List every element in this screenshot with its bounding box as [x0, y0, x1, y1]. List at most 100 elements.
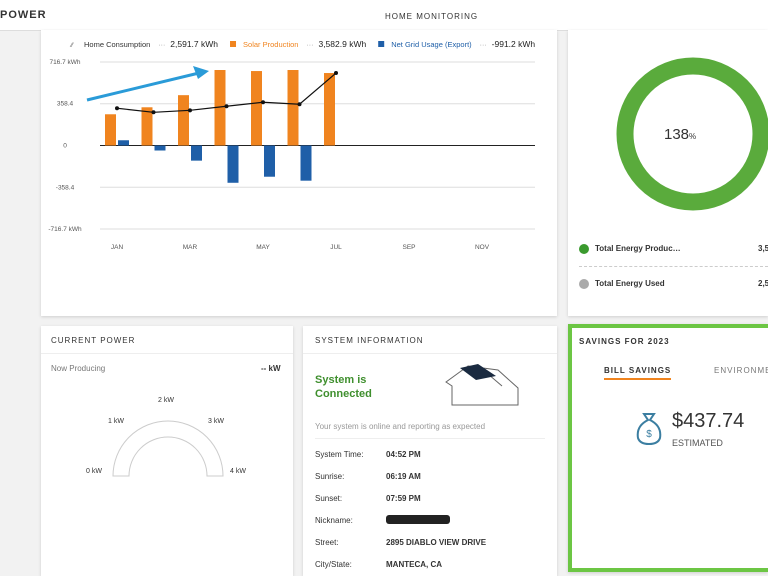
amount: $437.74 — [672, 410, 745, 432]
y-tick-label: 0 — [63, 143, 67, 150]
panel-title: SAVINGS FOR 2023 — [579, 337, 670, 346]
divider — [41, 353, 293, 354]
legend-name[interactable]: Net Grid Usage (Export) — [391, 40, 472, 49]
point — [224, 104, 229, 109]
page-title: HOME MONITORING — [385, 12, 479, 21]
x-tick-label: MAR — [183, 244, 198, 251]
bar — [287, 70, 299, 146]
bar — [178, 95, 189, 146]
savings-panel: SAVINGS FOR 2023 BILL SAVINGS ENVIRONME … — [568, 324, 768, 572]
amount-label: ESTIMATED — [672, 438, 723, 448]
x-tick-label: NOV — [475, 244, 490, 251]
bar — [251, 71, 262, 146]
info-label: Sunset: — [315, 494, 343, 503]
donut-unit: % — [689, 132, 697, 141]
info-label: Street: — [315, 538, 339, 547]
bar — [227, 145, 239, 183]
donut-panel: 138% Total Energy Produc… 3,5 Total Ener… — [568, 30, 768, 316]
chart: 716.7 kWh 358.4 0 -358.4 -716.7 kWh JAN MAR MAY… — [48, 39, 536, 251]
x-tick-label: SEP — [402, 244, 415, 251]
annotation-arrowhead — [193, 66, 209, 79]
y-tick-label: -358.4 — [56, 184, 75, 191]
chart-panel: 716.7 kWh 358.4 0 -358.4 -716.7 kWh JAN MAR MAY… — [41, 30, 557, 316]
legend-total: 3,582.9 kWh — [318, 39, 366, 49]
point — [151, 110, 156, 115]
system-info-panel: SYSTEM INFORMATION System is Connected Y… — [303, 326, 557, 576]
donut-value: 138 — [664, 126, 690, 143]
label: Now Producing — [51, 364, 106, 373]
value: -- kW — [261, 364, 281, 373]
info-label: System Time: — [315, 450, 364, 459]
legend-dot — [579, 279, 589, 289]
point — [334, 71, 338, 76]
legend-dots: ··· — [480, 42, 487, 49]
divider — [303, 353, 557, 354]
item-label: Total Energy Used — [595, 279, 665, 288]
point — [115, 106, 119, 111]
bar — [141, 107, 153, 146]
current-power-panel: CURRENT POWER Now Producing -- kW 0 kW 1… — [41, 326, 293, 576]
gauge-label: 3 kW — [208, 418, 224, 425]
bar — [118, 140, 129, 146]
info-label: Nickname: — [315, 516, 353, 525]
tab[interactable]: BILL SAVINGS — [604, 366, 672, 380]
money-bag-icon: $ — [636, 413, 662, 446]
bar — [214, 70, 226, 146]
bar — [324, 73, 335, 146]
y-tick-label: -716.7 kWh — [48, 226, 82, 233]
legend-name[interactable]: Solar Production — [243, 40, 298, 49]
gauge-arc — [112, 420, 224, 477]
bar — [300, 145, 312, 181]
redacted — [386, 515, 450, 524]
header: POWER HOME MONITORING — [0, 0, 768, 31]
point — [297, 102, 302, 107]
gauge-label: 2 kW — [158, 397, 174, 404]
legend-icon: ⁄⁄ — [69, 43, 74, 49]
info-value: 07:59 PM — [386, 494, 421, 503]
info-label: City/State: — [315, 560, 352, 569]
panel-title: CURRENT POWER — [51, 336, 136, 345]
divider — [315, 438, 545, 439]
y-tick-label: 358.4 — [57, 101, 74, 108]
legend-total: -991.2 kWh — [492, 39, 536, 49]
message: Your system is online and reporting as e… — [315, 422, 486, 431]
item-value: 3,5 — [758, 244, 768, 253]
svg-text:$: $ — [646, 429, 652, 440]
divider — [579, 266, 768, 267]
legend-dots: ··· — [158, 42, 165, 49]
info-value: 2895 DIABLO VIEW DRIVE — [386, 538, 487, 547]
point — [261, 100, 265, 105]
panel-title: SYSTEM INFORMATION — [315, 336, 424, 345]
legend-dots: ··· — [306, 42, 313, 49]
annotation-arrow — [86, 71, 200, 102]
info-value: 04:52 PM — [386, 450, 421, 459]
donut-ring — [616, 57, 768, 211]
bar — [264, 145, 275, 177]
legend-swatch — [230, 41, 237, 47]
x-tick-label: MAY — [256, 244, 270, 251]
gauge-label: 0 kW — [86, 468, 102, 475]
gauge — [112, 420, 224, 477]
legend-dot — [579, 244, 589, 254]
x-tick-label: JAN — [111, 244, 124, 251]
gauge-label: 1 kW — [108, 418, 124, 425]
bar — [105, 114, 116, 146]
item-value: 2,5 — [758, 279, 768, 288]
logo[interactable]: POWER — [0, 9, 47, 21]
legend-name[interactable]: Home Consumption — [84, 40, 150, 49]
item-label: Total Energy Produc… — [595, 244, 681, 253]
x-tick-label: JUL — [330, 244, 342, 251]
y-tick-label: 716.7 kWh — [49, 59, 80, 66]
donut — [616, 57, 768, 211]
status: System is Connected — [315, 374, 372, 400]
legend-total: 2,591.7 kWh — [170, 39, 218, 49]
bar — [154, 145, 166, 151]
info-label: Sunrise: — [315, 472, 345, 481]
gauge-label: 4 kW — [230, 468, 246, 475]
tab[interactable]: ENVIRONME — [714, 366, 768, 375]
house-icon — [445, 364, 519, 406]
info-value: MANTECA, CA — [386, 560, 442, 569]
bar — [191, 145, 202, 161]
legend-swatch — [378, 41, 385, 47]
